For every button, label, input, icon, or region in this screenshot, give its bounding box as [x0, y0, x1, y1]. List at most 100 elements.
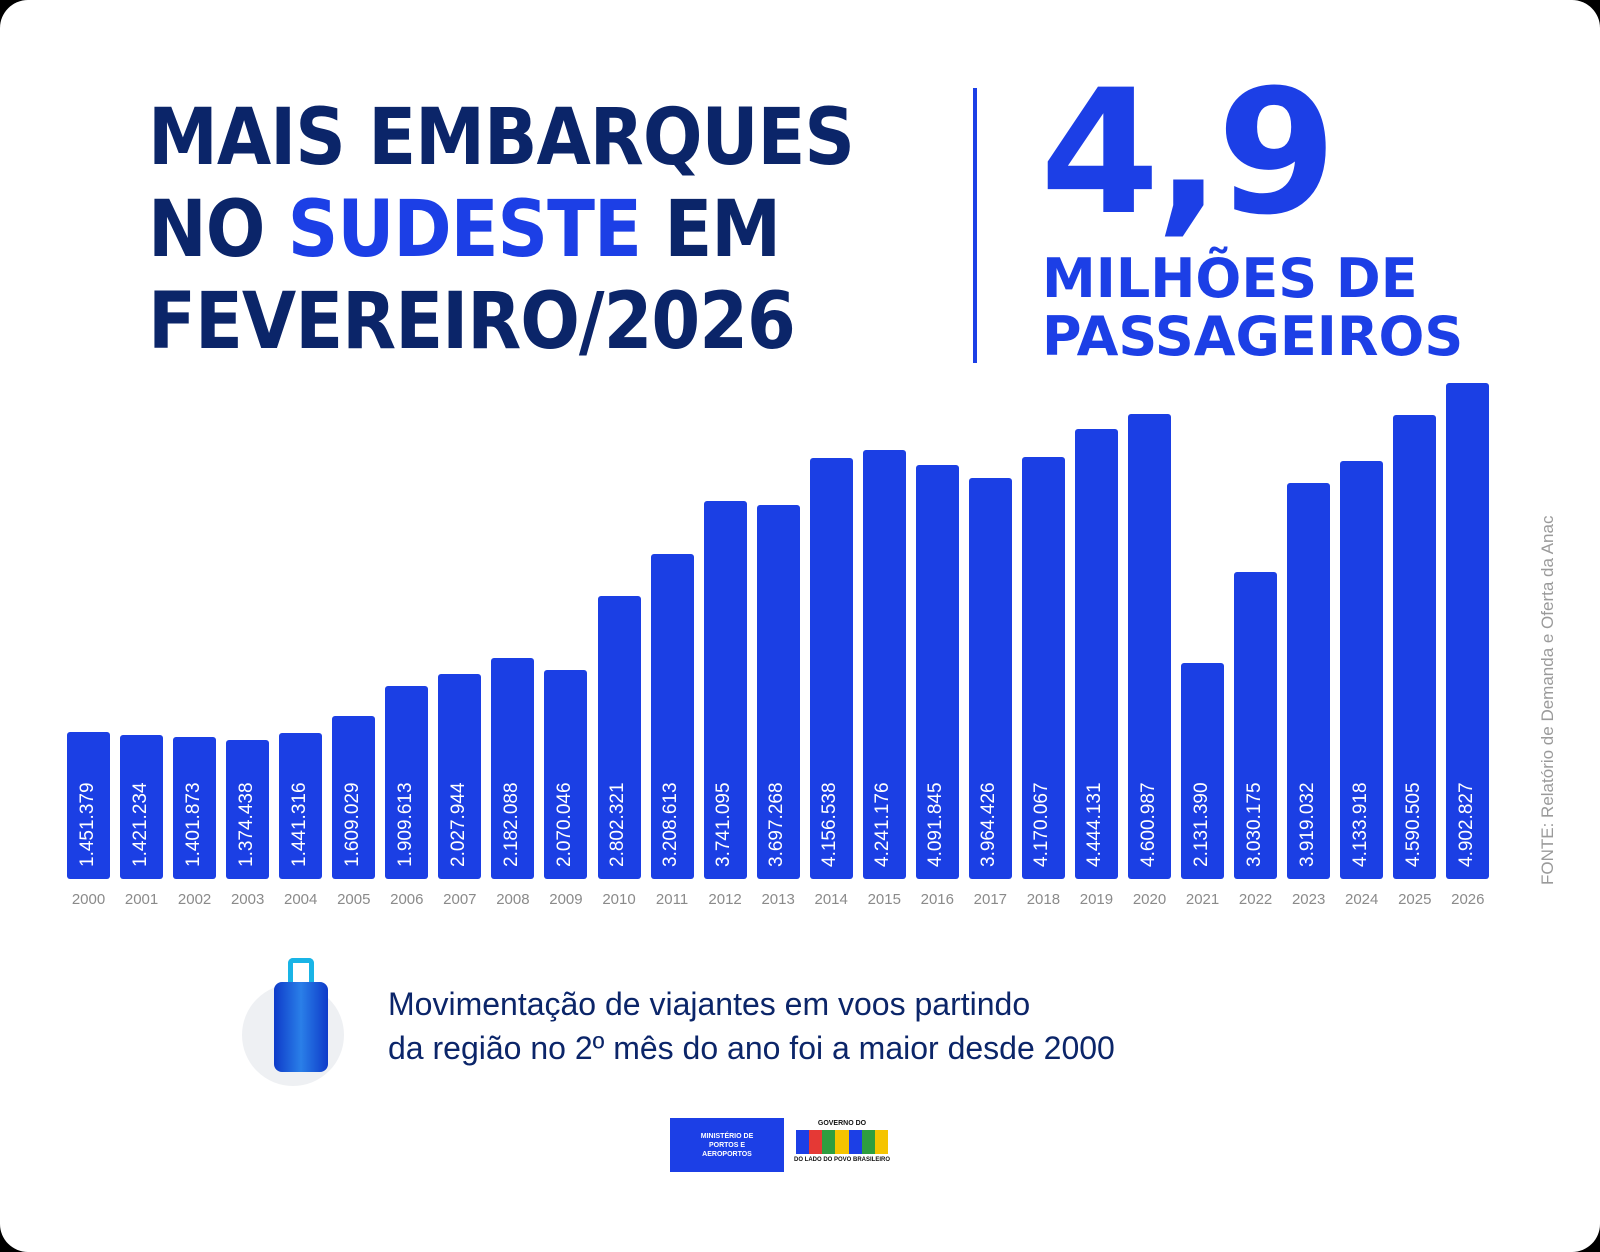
bar-2007: 2.027.944 — [438, 673, 482, 879]
bar-2010: 2.802.321 — [597, 595, 641, 879]
bar-value-label: 4.133.918 — [1349, 782, 1371, 867]
bar-value-label: 1.451.379 — [76, 782, 98, 867]
x-tick-label: 2023 — [1291, 891, 1326, 908]
x-tick-label: 2004 — [284, 891, 318, 908]
x-tick-label: 2021 — [1185, 891, 1220, 908]
bar-2002: 1.401.873 — [173, 737, 217, 879]
bar-2025: 4.590.505 — [1393, 414, 1437, 879]
bar-value-label: 3.964.426 — [978, 782, 1000, 867]
bar-value-label: 4.444.131 — [1084, 782, 1106, 867]
bar-value-label: 3.741.095 — [713, 782, 735, 867]
bar-value-label: 1.909.613 — [394, 782, 416, 867]
x-tick-label: 2001 — [124, 891, 159, 908]
bar-2003: 1.374.438 — [226, 739, 270, 879]
bar-2021: 2.131.390 — [1181, 663, 1225, 879]
luggage-icon — [274, 982, 328, 1072]
bar-2005: 1.609.029 — [332, 716, 376, 879]
bar-value-label: 4.170.067 — [1031, 782, 1053, 867]
bar-2023: 3.919.032 — [1287, 482, 1331, 879]
x-tick-label: 2011 — [655, 891, 689, 908]
bar-value-label: 4.156.538 — [819, 782, 841, 867]
bar-2012: 3.741.095 — [703, 500, 747, 879]
headline-line3: FEVEREIRO/2026 — [148, 277, 796, 367]
government-logo: GOVERNO DO DO LADO DO POVO BRASILEIRO — [792, 1120, 892, 1172]
x-tick-label: 2005 — [337, 891, 371, 908]
bar-value-label: 2.182.088 — [500, 782, 522, 867]
x-tick-label: 2010 — [602, 891, 636, 908]
bar-2020: 4.600.987 — [1128, 413, 1171, 879]
bar-2004: 1.441.316 — [279, 733, 323, 879]
gov-bottom-text: DO LADO DO POVO BRASILEIRO — [793, 1157, 890, 1163]
bar-value-label: 4.241.176 — [872, 782, 894, 867]
highlight-unit: MILHÕES DE PASSAGEIROS — [1042, 250, 1463, 366]
bar-value-label: 1.421.234 — [129, 782, 151, 867]
bar-value-label: 4.590.505 — [1402, 782, 1424, 867]
highlight-line1: MILHÕES DE — [1042, 247, 1418, 310]
x-tick-label: 2019 — [1079, 891, 1114, 908]
bar-value-label: 4.902.827 — [1455, 782, 1477, 867]
x-tick-label: 2007 — [443, 891, 477, 908]
bar-value-label: 3.030.175 — [1243, 782, 1265, 867]
bar-value-label: 3.208.613 — [660, 782, 682, 867]
ministry-line1: MINISTÉRIO DE — [700, 1133, 754, 1140]
bar-value-label: 3.697.268 — [766, 782, 788, 867]
x-tick-label: 2016 — [920, 891, 954, 908]
highlight-value: 4,9 — [1040, 52, 1337, 253]
x-tick-label: 2006 — [390, 891, 424, 908]
x-tick-label: 2024 — [1345, 891, 1379, 908]
bar-2008: 2.182.088 — [491, 658, 535, 879]
x-tick-label: 2000 — [71, 891, 106, 908]
bar-value-label: 1.609.029 — [341, 782, 363, 867]
bar-2026: 4.902.827 — [1446, 383, 1490, 879]
x-tick-label: 2008 — [496, 891, 530, 908]
bar-2001: 1.421.234 — [120, 735, 164, 879]
bar-2017: 3.964.426 — [968, 477, 1012, 879]
gov-top-text: GOVERNO DO — [817, 1120, 867, 1127]
ministry-line3: AEROPORTOS — [702, 1151, 752, 1158]
bar-2009: 2.070.046 — [544, 669, 588, 879]
bar-2016: 4.091.845 — [915, 465, 959, 879]
headline: MAIS EMBARQUES NO SUDESTE EM FEVEREIRO/2… — [148, 92, 855, 368]
caption: Movimentação de viajantes em voos partin… — [388, 982, 1115, 1070]
headline-line2: NO SUDESTE EM — [148, 184, 854, 276]
x-tick-label: 2025 — [1398, 891, 1432, 908]
bar-2024: 4.133.918 — [1340, 460, 1384, 879]
bar-value-label: 2.802.321 — [607, 782, 628, 867]
ministry-line2: PORTOS E — [708, 1142, 746, 1149]
x-tick-label: 2009 — [549, 891, 583, 908]
bar-value-label: 1.441.316 — [288, 782, 310, 867]
x-tick-label: 2013 — [761, 891, 795, 908]
bar-value-label: 3.919.032 — [1296, 782, 1318, 867]
x-tick-label: 2018 — [1026, 891, 1061, 908]
bar-2013: 3.697.268 — [756, 504, 800, 879]
x-tick-label: 2012 — [708, 891, 742, 908]
x-tick-label: 2020 — [1132, 891, 1167, 908]
bar-value-label: 4.091.845 — [925, 782, 947, 867]
headline-highlight: SUDESTE — [287, 185, 642, 275]
bar-value-label: 2.070.046 — [553, 782, 575, 867]
bar-2000: 1.451.379 — [67, 732, 110, 879]
x-tick-label: 2015 — [867, 891, 901, 908]
x-tick-label: 2026 — [1451, 891, 1485, 908]
bar-2006: 1.909.613 — [385, 685, 429, 879]
headline-pre: NO — [148, 185, 288, 275]
highlight-line2: PASSAGEIROS — [1042, 305, 1464, 368]
bar-2014: 4.156.538 — [809, 458, 853, 879]
bar-value-label: 2.027.944 — [447, 782, 469, 867]
luggage-handle-icon — [288, 958, 314, 984]
divider — [973, 88, 977, 363]
bar-2019: 4.444.131 — [1074, 429, 1118, 879]
bar-value-label: 4.600.987 — [1137, 782, 1159, 867]
bar-2022: 3.030.175 — [1234, 572, 1278, 879]
x-tick-label: 2003 — [230, 891, 265, 908]
x-tick-label: 2002 — [177, 891, 212, 908]
bar-value-label: 1.401.873 — [182, 782, 204, 867]
brasil-logo-mark — [796, 1130, 888, 1154]
bar-value-label: 2.131.390 — [1190, 782, 1212, 867]
x-tick-label: 2014 — [814, 891, 848, 908]
bar-chart: 1.451.379 2000 1.421.234 2001 1.401.873 2002 1… — [67, 383, 1490, 908]
bar-2015: 4.241.176 — [862, 449, 906, 879]
caption-line1: Movimentação de viajantes em voos partin… — [388, 986, 1031, 1022]
caption-line2: da região no 2º mês do ano foi a maior d… — [388, 1030, 1115, 1066]
